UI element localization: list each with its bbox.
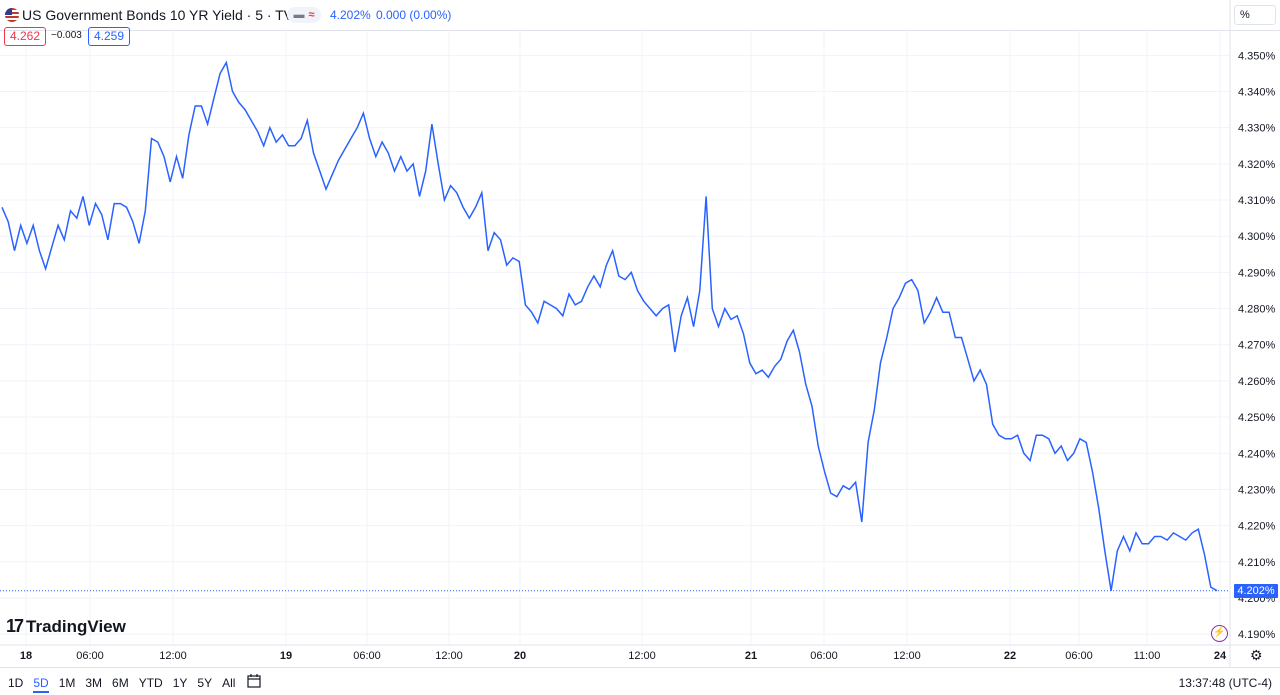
x-tick-label: 11:00 bbox=[1134, 650, 1161, 662]
x-axis: 18 06:00 12:00 19 06:00 12:00 20 12:00 21 06:00 12… bbox=[20, 650, 1227, 662]
y-tick-label: 4.270% bbox=[1238, 340, 1276, 352]
y-tick-label: 4.320% bbox=[1238, 159, 1276, 171]
x-tick-label: 12:00 bbox=[435, 650, 463, 662]
x-tick-label: 06:00 bbox=[353, 650, 381, 662]
tradingview-logo-text: TradingView bbox=[26, 616, 126, 636]
lightning-icon[interactable]: ⚡ bbox=[1211, 625, 1228, 642]
y-tick-label: 4.190% bbox=[1238, 629, 1276, 641]
chart-canvas[interactable]: 4.190%4.200%4.210%4.220%4.230%4.240%4.25… bbox=[0, 0, 1280, 667]
x-tick-label: 20 bbox=[514, 650, 526, 662]
y-tick-label: 4.210% bbox=[1238, 557, 1276, 569]
range-button-all[interactable]: All bbox=[222, 676, 236, 690]
range-button-5y[interactable]: 5Y bbox=[197, 676, 213, 690]
range-button-5d[interactable]: 5D bbox=[33, 676, 49, 693]
x-tick-label: 06:00 bbox=[76, 650, 104, 662]
y-axis: 4.190%4.200%4.210%4.220%4.230%4.240%4.25… bbox=[1238, 50, 1276, 641]
y-tick-label: 4.220% bbox=[1238, 521, 1276, 533]
grid-lines bbox=[0, 0, 1280, 667]
range-button-1m[interactable]: 1M bbox=[58, 676, 76, 690]
last-price: 4.202% bbox=[330, 8, 371, 22]
y-tick-label: 4.230% bbox=[1238, 484, 1276, 496]
range-selector: 1D 5D 1M 3M 6M YTD 1Y 5Y All bbox=[8, 676, 235, 693]
tradingview-logo-icon: 17 bbox=[6, 616, 24, 636]
y-tick-label: 4.260% bbox=[1238, 376, 1276, 388]
tradingview-logo[interactable]: 17 TradingView bbox=[6, 616, 126, 637]
bottom-toolbar: 1D 5D 1M 3M 6M YTD 1Y 5Y All 13:37:48 (UTC-4) bbox=[0, 667, 1280, 695]
y-tick-label: 4.310% bbox=[1238, 195, 1276, 207]
y-tick-label: 4.280% bbox=[1238, 304, 1276, 316]
x-tick-label: 22 bbox=[1004, 650, 1016, 662]
symbol-title[interactable]: US Government Bonds 10 YR Yield · 5 · TV… bbox=[22, 7, 304, 23]
y-tick-label: 4.240% bbox=[1238, 448, 1276, 460]
y-tick-label: 4.340% bbox=[1238, 87, 1276, 99]
x-tick-label: 19 bbox=[280, 650, 292, 662]
clock[interactable]: 13:37:48 (UTC-4) bbox=[1178, 676, 1272, 690]
wave-icon: ≈ bbox=[308, 9, 315, 21]
y-tick-label: 4.290% bbox=[1238, 267, 1276, 279]
calendar-icon[interactable] bbox=[246, 673, 262, 689]
x-tick-label: 12:00 bbox=[893, 650, 921, 662]
x-tick-label: 18 bbox=[20, 650, 32, 662]
y-tick-label: 4.300% bbox=[1238, 231, 1276, 243]
range-button-3m[interactable]: 3M bbox=[85, 676, 103, 690]
x-tick-label: 12:00 bbox=[159, 650, 187, 662]
y-tick-label: 4.330% bbox=[1238, 123, 1276, 135]
x-tick-label: 12:00 bbox=[628, 650, 656, 662]
y-tick-label: 4.350% bbox=[1238, 50, 1276, 62]
indicator-toggle-pill[interactable]: ▬ ≈ bbox=[287, 7, 321, 23]
minus-icon: ▬ bbox=[293, 9, 305, 21]
range-button-6m[interactable]: 6M bbox=[112, 676, 129, 690]
y-tick-label: 4.250% bbox=[1238, 412, 1276, 424]
gear-icon[interactable]: ⚙ bbox=[1250, 647, 1263, 663]
unit-selector[interactable]: % bbox=[1234, 5, 1276, 25]
x-tick-label: 24 bbox=[1214, 650, 1227, 662]
range-button-1d[interactable]: 1D bbox=[8, 676, 24, 690]
range-button-ytd[interactable]: YTD bbox=[138, 676, 163, 690]
series-line-yield bbox=[1, 60, 1218, 592]
current-price-label: 4.202% bbox=[1234, 583, 1278, 598]
price-change: 0.000 (0.00%) bbox=[376, 8, 452, 22]
range-button-1y[interactable]: 1Y bbox=[172, 676, 188, 690]
x-tick-label: 06:00 bbox=[1065, 650, 1093, 662]
spread-value: −0.003 bbox=[51, 30, 82, 41]
us-flag-icon bbox=[5, 8, 19, 22]
x-tick-label: 21 bbox=[745, 650, 757, 662]
bid-price-box[interactable]: 4.262 bbox=[4, 27, 47, 46]
x-tick-label: 06:00 bbox=[810, 650, 838, 662]
ask-price-box[interactable]: 4.259 bbox=[88, 27, 131, 46]
